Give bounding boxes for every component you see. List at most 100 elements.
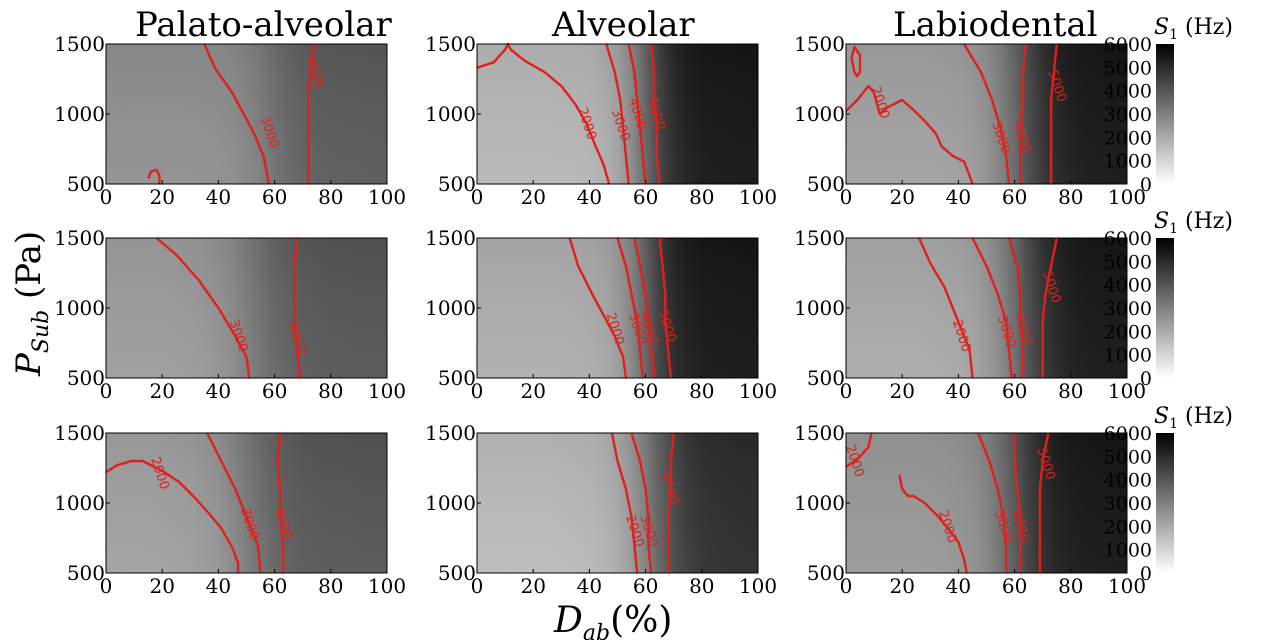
y-tick-label: 500 [807, 172, 845, 196]
contour-line-3000 [155, 237, 251, 379]
x-tick-label: 80 [318, 379, 343, 403]
x-tick-label: 100 [1108, 185, 1146, 209]
x-tick-label: 20 [149, 574, 174, 598]
contour-line-3000 [962, 43, 1011, 185]
contour-line-4000 [633, 237, 656, 379]
x-tick-label: 40 [577, 574, 602, 598]
contour-line-2000 [845, 84, 974, 185]
x-tick-label: 40 [577, 185, 602, 209]
x-tick-label: 60 [1002, 379, 1027, 403]
x-tick-label: 20 [520, 379, 545, 403]
colorbar-tick-label: 5000 [1104, 251, 1152, 273]
x-tick-label: 100 [739, 185, 777, 209]
x-tick-label: 0 [471, 574, 484, 598]
colorbar-gradient [1156, 433, 1174, 573]
x-tick-label: 20 [889, 379, 914, 403]
x-tick-label: 80 [689, 574, 714, 598]
x-tick-label: 0 [840, 379, 853, 403]
y-axis-label: PSub (Pa) [9, 231, 54, 377]
x-tick-label: 20 [520, 574, 545, 598]
colorbar-tick-label: 3000 [1104, 298, 1152, 320]
x-tick-label: 100 [1108, 379, 1146, 403]
contour-line-4000 [627, 43, 647, 185]
y-tick-label: 1500 [54, 226, 105, 250]
contour-line-5000 [658, 237, 673, 379]
x-tick-label: 20 [889, 185, 914, 209]
x-tick-label: 40 [577, 379, 602, 403]
contour-line-2000 [105, 459, 240, 573]
colorbar-tick-label: 2000 [1104, 321, 1152, 343]
x-tick-label: 60 [1002, 574, 1027, 598]
contour-line-2000 [476, 42, 611, 185]
heatmap-shading [477, 44, 758, 184]
x-tick-label: 100 [368, 185, 406, 209]
x-tick-label: 0 [100, 379, 113, 403]
colorbar-tick-label: 4000 [1104, 470, 1152, 492]
colorbar-tick-label: 1000 [1104, 540, 1152, 562]
contour-line-2000 [568, 237, 628, 379]
column-title-labiodental: Labiodental [893, 5, 1098, 45]
contour-line-3000 [971, 237, 1013, 379]
contour-line-3000 [616, 237, 644, 379]
x-tick-label: 60 [633, 185, 658, 209]
y-tick-label: 500 [67, 366, 105, 390]
y-tick-label: 1500 [425, 421, 476, 445]
column-title-palato-alveolar: Palato-alveolar [135, 5, 392, 45]
heatmap-shading [106, 44, 387, 184]
y-tick-label: 500 [438, 561, 476, 585]
x-tick-label: 0 [840, 574, 853, 598]
contour-line-5000 [1038, 432, 1050, 573]
contour-line-3000 [605, 43, 630, 185]
contour-line-4000 [307, 43, 316, 184]
y-tick-label: 1000 [794, 102, 845, 126]
contour-line-2000 [918, 237, 974, 379]
colorbar-tick-label: 1000 [1104, 151, 1152, 173]
contour-line-4000 [1013, 433, 1022, 573]
y-tick-label: 1500 [54, 32, 105, 56]
colorbar-label: S1 (Hz) [1154, 15, 1233, 43]
heatmap-shading [477, 238, 758, 378]
x-tick-label: 80 [1058, 379, 1083, 403]
contour-line-5000 [650, 43, 661, 185]
y-tick-label: 1000 [54, 102, 105, 126]
colorbar-tick-label: 2000 [1104, 516, 1152, 538]
contour-line-3000 [203, 43, 271, 185]
x-tick-label: 60 [262, 379, 287, 403]
colorbar-gradient [1156, 238, 1174, 378]
contour-line-3000 [206, 432, 262, 574]
x-tick-label: 0 [840, 185, 853, 209]
y-tick-label: 1000 [54, 491, 105, 515]
contour-line-2000 [610, 432, 639, 574]
colorbar-tick-label: 4000 [1104, 275, 1152, 297]
x-tick-label: 40 [946, 574, 971, 598]
x-tick-label: 40 [206, 574, 231, 598]
x-tick-label: 40 [946, 185, 971, 209]
colorbar-tick-label: 0 [1140, 368, 1152, 390]
x-tick-label: 100 [739, 574, 777, 598]
contour-line-2000 [898, 474, 968, 574]
contour-line-3000 [976, 432, 1008, 573]
contour-line-5000 [1041, 237, 1058, 378]
contour-line-3000 [147, 168, 161, 184]
contour-line-2000 [850, 45, 862, 78]
colorbar-label: S1 (Hz) [1154, 404, 1233, 432]
x-tick-label: 100 [368, 574, 406, 598]
y-tick-label: 1000 [425, 102, 476, 126]
x-tick-label: 100 [1108, 574, 1146, 598]
contour-line-4000 [293, 237, 302, 379]
y-tick-label: 500 [807, 366, 845, 390]
x-tick-label: 80 [1058, 574, 1083, 598]
colorbar-tick-label: 0 [1140, 174, 1152, 196]
colorbar-label: S1 (Hz) [1154, 209, 1233, 237]
colorbar-tick-label: 5000 [1104, 446, 1152, 468]
contour-line-4000 [276, 432, 285, 573]
y-tick-label: 500 [67, 172, 105, 196]
